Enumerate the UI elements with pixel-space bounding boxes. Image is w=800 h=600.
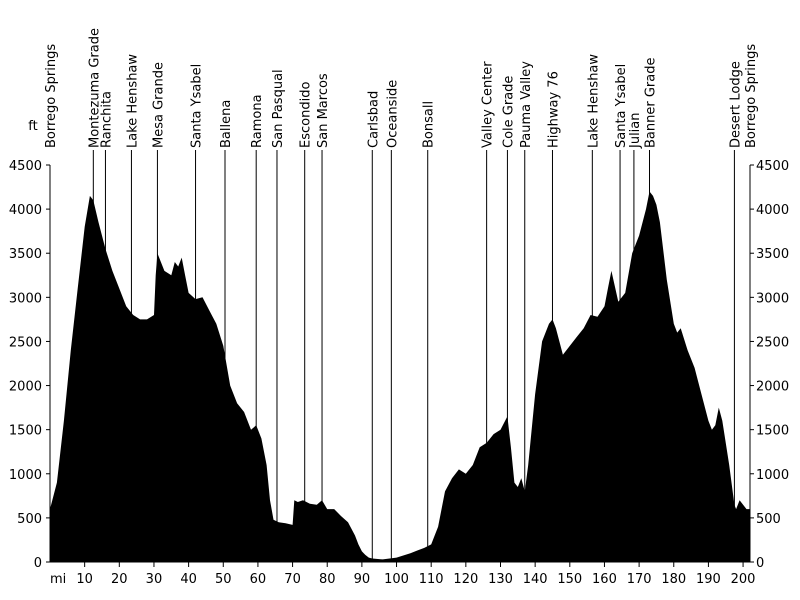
elevation-area	[50, 191, 750, 562]
landmark-label: Montezuma Grade	[87, 28, 102, 148]
x-tick-label: 100	[384, 572, 409, 587]
y-tick-label: 500	[17, 512, 42, 527]
y-tick-label: 4500	[756, 159, 789, 174]
landmark-label: Pauma Valley	[519, 61, 534, 148]
x-tick-label: 200	[731, 572, 756, 587]
landmark-label: Borrego Springs	[744, 44, 759, 148]
landmark-label: Cole Grade	[501, 76, 516, 148]
x-tick-label: 60	[250, 572, 267, 587]
x-tick-label: 150	[557, 572, 582, 587]
landmark-label: Santa Ysabel	[190, 64, 205, 148]
y-tick-label: 1500	[9, 424, 42, 439]
landmark-label: San Pasqual	[271, 69, 286, 148]
landmark-label: Carlsbad	[366, 91, 381, 148]
landmark-label: Bonsall	[422, 101, 437, 148]
landmark-label: Oceanside	[385, 80, 400, 148]
x-tick-label: 110	[419, 572, 444, 587]
landmark-label: Lake Henshaw	[586, 54, 601, 148]
y-tick-label: 2000	[9, 380, 42, 395]
x-tick-label: 140	[523, 572, 548, 587]
y-tick-label: 3000	[9, 291, 42, 306]
y-axis-left: 0 500 1000 1500 2000 2500 3000 3500 4000 4500	[9, 159, 51, 571]
landmark-label: Highway 76	[547, 71, 562, 148]
x-tick-label: 70	[284, 572, 301, 587]
landmark-label: Ballena	[219, 100, 234, 148]
landmark-label: Valley Center	[481, 61, 496, 148]
x-tick-label: 80	[319, 572, 336, 587]
x-tick-label: 30	[146, 572, 163, 587]
x-tick-label: 160	[592, 572, 617, 587]
landmark-label: Ramona	[250, 94, 265, 148]
y-tick-label: 4000	[756, 203, 789, 218]
x-tick-label: 170	[627, 572, 652, 587]
x-tick-label: 20	[111, 572, 128, 587]
landmark-label: Borrego Springs	[44, 44, 59, 148]
x-tick-label: 180	[661, 572, 686, 587]
y-tick-label: 3000	[756, 291, 789, 306]
y-tick-label: 1000	[9, 468, 42, 483]
x-tick-label: 130	[488, 572, 513, 587]
y-tick-label: 4500	[9, 159, 42, 174]
x-tick-label: 50	[215, 572, 232, 587]
landmark-label: Julian	[628, 112, 643, 149]
y-tick-label: 2500	[9, 335, 42, 350]
x-tick-label: 120	[453, 572, 478, 587]
x-tick-label: 90	[354, 572, 371, 587]
y-tick-label: 1000	[756, 468, 789, 483]
y-tick-label: 0	[34, 556, 42, 571]
landmark-label: Ranchita	[99, 91, 114, 148]
y-tick-label: 0	[756, 556, 764, 571]
y-tick-label: 2500	[756, 335, 789, 350]
y-axis-label: ft	[28, 119, 37, 134]
x-tick-label: 10	[76, 572, 93, 587]
y-tick-label: 1500	[756, 424, 789, 439]
landmark-label: Desert Lodge	[728, 61, 743, 148]
y-tick-label: 500	[756, 512, 781, 527]
y-axis-right: 0 500 1000 1500 2000 2500 3000 3500 4000 4500	[749, 159, 789, 571]
landmark-label: Escondido	[299, 82, 314, 148]
landmark-label: San Marcos	[316, 73, 331, 148]
landmark-label: Mesa Grande	[151, 62, 166, 148]
landmark-label: Banner Grade	[644, 58, 659, 148]
y-tick-label: 2000	[756, 380, 789, 395]
x-tick-label: 40	[180, 572, 197, 587]
x-axis-label: mi	[50, 572, 66, 587]
y-tick-label: 4000	[9, 203, 42, 218]
y-tick-label: 3500	[9, 247, 42, 262]
y-tick-label: 3500	[756, 247, 789, 262]
x-tick-label: 190	[696, 572, 721, 587]
x-axis: 10 20 30 40 50 60 70 80 90 100 110 120 130 140 150 160 1…	[50, 561, 756, 587]
landmark-label: Lake Henshaw	[125, 54, 140, 148]
landmark-label: Santa Ysabel	[614, 64, 629, 148]
